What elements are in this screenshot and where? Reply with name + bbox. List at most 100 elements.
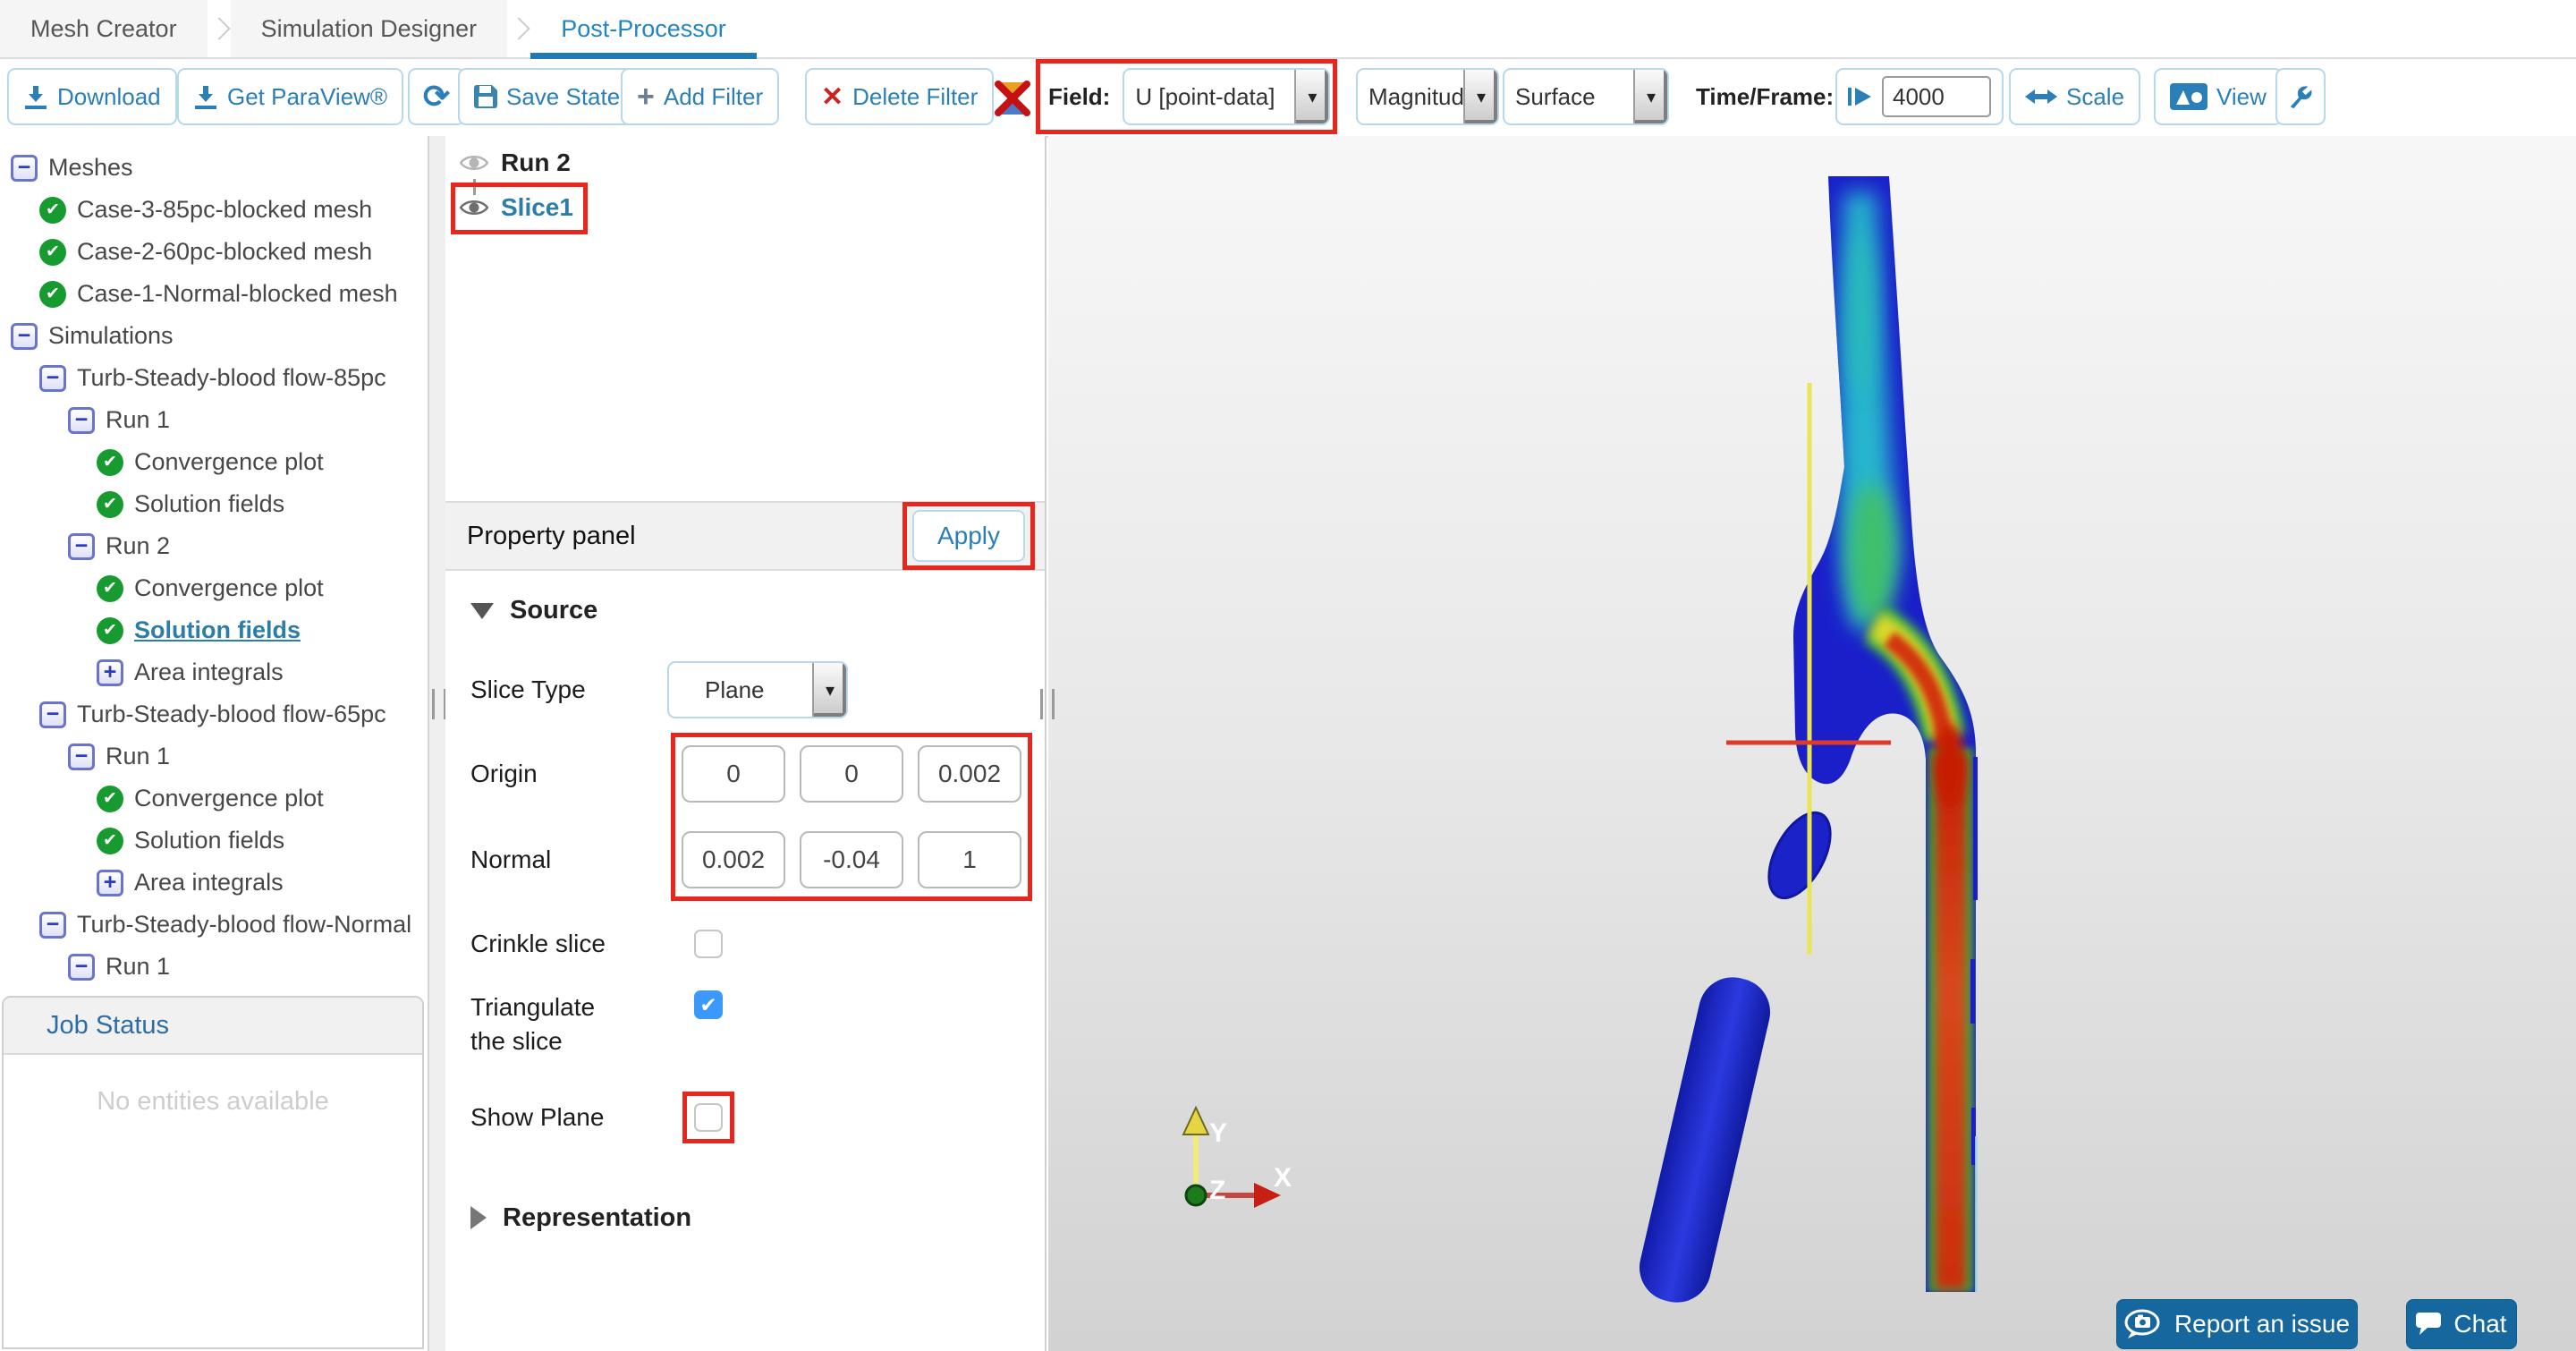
tree-item-icon[interactable]: [97, 659, 123, 686]
tree-item-icon[interactable]: [39, 364, 66, 392]
tree-item[interactable]: Simulations: [0, 315, 428, 357]
job-status-header[interactable]: Job Status: [4, 998, 422, 1055]
splitter-handle-icon[interactable]: [432, 689, 446, 719]
tree-item[interactable]: Turb-Steady-blood flow-Normal: [0, 904, 428, 946]
tree-item-icon[interactable]: [97, 869, 123, 896]
component-select[interactable]: Magnitude ▾: [1356, 68, 1499, 125]
tree-item-label: Convergence plot: [134, 448, 324, 475]
download-button[interactable]: Download: [7, 68, 177, 125]
plane-definition-grid: Origin Normal: [470, 733, 1032, 901]
refresh-button[interactable]: ⟳: [408, 68, 465, 125]
scale-button[interactable]: Scale: [2009, 68, 2141, 125]
hourglass-cancel-icon[interactable]: [995, 79, 1030, 118]
render-settings-button[interactable]: [2275, 68, 2326, 125]
tree-item[interactable]: Convergence plot: [0, 441, 428, 483]
axis-y-label: Y: [1209, 1118, 1227, 1148]
tree-item-icon[interactable]: [39, 701, 66, 728]
tab-post-processor[interactable]: Post-Processor: [530, 0, 757, 59]
tree-item[interactable]: Turb-Steady-blood flow-65pc: [0, 693, 428, 735]
representation-select[interactable]: Surface ▾: [1503, 68, 1669, 125]
tree-item-icon[interactable]: [39, 280, 66, 308]
show-plane-checkbox[interactable]: [694, 1102, 723, 1132]
tree-item-icon[interactable]: [39, 196, 66, 224]
save-state-button[interactable]: Save State: [458, 68, 637, 125]
apply-button[interactable]: Apply: [911, 510, 1025, 562]
report-issue-label: Report an issue: [2174, 1310, 2351, 1338]
property-panel-title: Property panel: [467, 521, 636, 550]
tree-item[interactable]: Run 1: [0, 946, 428, 988]
delete-filter-button[interactable]: ✕ Delete Filter: [805, 68, 995, 125]
source-section-header[interactable]: Source: [470, 596, 1045, 625]
splitter-handle-icon[interactable]: [1040, 689, 1055, 719]
origin-z-input[interactable]: [918, 745, 1021, 803]
tree-item[interactable]: Convergence plot: [0, 777, 428, 820]
render-canvas[interactable]: Y Z X: [1048, 136, 2576, 1351]
collapse-triangle-icon: [470, 602, 494, 619]
tree-item[interactable]: Meshes: [0, 147, 428, 189]
tree-item[interactable]: Area integrals: [0, 862, 428, 904]
tree-item-icon[interactable]: [68, 953, 95, 981]
field-select[interactable]: U [point-data] ▾: [1123, 68, 1331, 125]
visibility-eye-icon[interactable]: [460, 197, 488, 218]
normal-z-input[interactable]: [918, 831, 1021, 888]
representation-section-header[interactable]: Representation: [470, 1203, 1045, 1233]
slice-type-select[interactable]: Plane ▾: [667, 661, 848, 718]
property-panel-header: Property panel Apply: [445, 501, 1045, 571]
get-paraview-button[interactable]: Get ParaView®: [177, 68, 404, 125]
step-play-icon[interactable]: [1848, 86, 1873, 107]
field-label: Field:: [1048, 82, 1111, 110]
view-button[interactable]: View: [2154, 68, 2283, 125]
origin-x-input[interactable]: [682, 745, 785, 803]
tree-item[interactable]: Run 1: [0, 399, 428, 441]
tree-item[interactable]: Case-1-Normal-blocked mesh: [0, 273, 428, 315]
panel-splitter[interactable]: [429, 136, 446, 1351]
tree-item-icon[interactable]: [97, 785, 123, 812]
triangulate-slice-checkbox[interactable]: [694, 990, 723, 1019]
tree-item-icon[interactable]: [11, 322, 38, 350]
visibility-eye-icon[interactable]: [460, 152, 488, 174]
origin-y-input[interactable]: [800, 745, 903, 803]
tree-item[interactable]: Area integrals: [0, 651, 428, 693]
tree-item-icon[interactable]: [97, 827, 123, 854]
tree-item[interactable]: Solution fields: [0, 609, 428, 651]
tree-item[interactable]: Case-2-60pc-blocked mesh: [0, 231, 428, 273]
tree-item[interactable]: Convergence plot: [0, 567, 428, 609]
tree-item[interactable]: Solution fields: [0, 483, 428, 525]
chat-button[interactable]: Chat: [2406, 1299, 2517, 1349]
normal-y-input[interactable]: [800, 831, 903, 888]
pipeline-run-label: Run 2: [501, 149, 571, 176]
tree-item-icon[interactable]: [97, 490, 123, 518]
tree-item-icon[interactable]: [97, 574, 123, 602]
tree-item[interactable]: Turb-Steady-blood flow-85pc: [0, 357, 428, 399]
tree-item-icon[interactable]: [11, 154, 38, 182]
chat-label: Chat: [2453, 1310, 2507, 1338]
tree-item-icon[interactable]: [39, 911, 66, 939]
pipeline-item-run2[interactable]: Run 2: [460, 143, 571, 183]
tree-item-icon[interactable]: [68, 743, 95, 770]
normal-x-input[interactable]: [682, 831, 785, 888]
view-image-icon: [2170, 83, 2207, 110]
delete-filter-label: Delete Filter: [852, 82, 979, 110]
tab-simulation-designer[interactable]: Simulation Designer: [230, 0, 508, 57]
dropdown-arrow-icon: ▾: [812, 663, 846, 717]
tree-item[interactable]: Case-3-85pc-blocked mesh: [0, 189, 428, 231]
tree-item-label: Solution fields: [134, 616, 301, 643]
tree-item[interactable]: Run 2: [0, 525, 428, 567]
tree-item[interactable]: Solution fields: [0, 820, 428, 862]
tree-item-icon[interactable]: [68, 406, 95, 434]
tree-item-icon[interactable]: [39, 238, 66, 266]
pipeline-slice-label: Slice1: [501, 193, 573, 221]
tab-mesh-creator[interactable]: Mesh Creator: [0, 0, 208, 57]
triangulate-slice-label: Triangulate the slice: [470, 993, 596, 1055]
tree-item[interactable]: Run 1: [0, 735, 428, 777]
tree-item-icon[interactable]: [97, 616, 123, 644]
time-frame-input[interactable]: [1882, 76, 1991, 117]
crinkle-slice-checkbox[interactable]: [694, 930, 723, 958]
report-issue-button[interactable]: Report an issue: [2116, 1299, 2358, 1349]
add-filter-button[interactable]: + Add Filter: [621, 68, 780, 125]
pipeline-item-slice1[interactable]: Slice1: [451, 183, 588, 234]
save-icon: [474, 85, 497, 108]
field-group: Field: U [point-data] ▾: [1036, 59, 1338, 134]
tree-item-icon[interactable]: [97, 448, 123, 476]
tree-item-icon[interactable]: [68, 532, 95, 560]
